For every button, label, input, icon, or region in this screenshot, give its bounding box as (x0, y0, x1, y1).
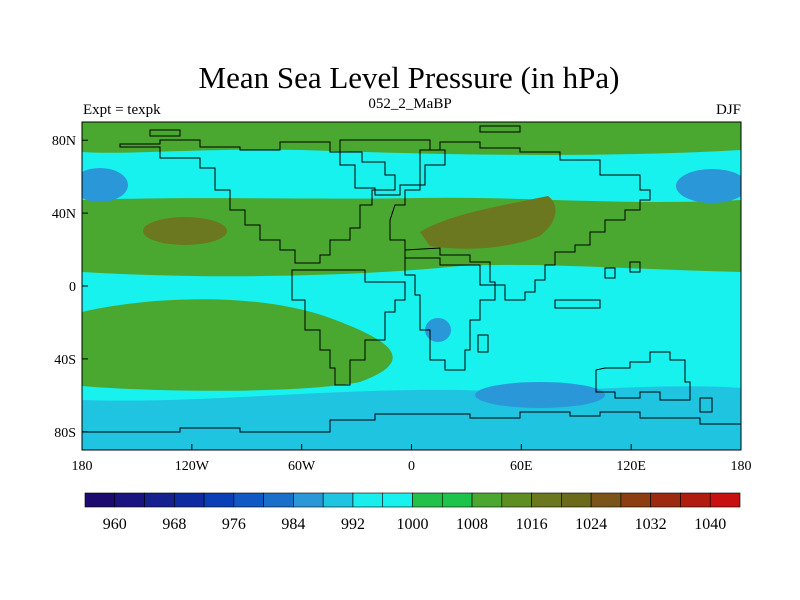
x-tick-label: 120W (175, 459, 210, 474)
colorbar-swatch (709, 492, 741, 508)
axes: 180 120W 60W 0 60E 120E 180 80N 40N 0 40S 80S (52, 134, 752, 474)
colorbar-swatch (531, 492, 562, 508)
colorbar-swatch (590, 492, 622, 508)
continent-outlines (82, 125, 741, 433)
colorbar-swatch (233, 492, 264, 508)
colorbar-tick-label: 984 (281, 516, 305, 533)
colorbar-swatch (650, 492, 681, 508)
field-region-african-low (425, 318, 451, 342)
colorbar-swatch (144, 492, 175, 508)
y-tick-label: 40N (52, 207, 76, 222)
field-region-aleutian-low-west- (82, 168, 128, 202)
field-region-north-pacific-subtropical-high (143, 217, 227, 245)
colorbar-swatch (680, 492, 711, 508)
colorbar-tick-label: 1032 (635, 516, 667, 533)
colorbar-tick-label: 1024 (575, 516, 607, 533)
field-region-asian-high (420, 196, 556, 249)
y-tick-label: 40S (54, 353, 76, 368)
colorbar-swatch (441, 492, 473, 508)
x-tick-label: 180 (72, 459, 93, 474)
field-region-south-atlantic-high (82, 299, 393, 391)
colorbar: 960 968 976 984 992 1000 1008 1016 1024 1032 1040 (84, 492, 741, 533)
field-region-northern-midlatitude-belt (82, 197, 741, 277)
colorbar-tick-label: 1000 (397, 516, 429, 533)
colorbar-swatch (114, 492, 145, 508)
colorbar-swatch (412, 492, 443, 508)
colorbar-swatch (352, 492, 384, 508)
chart-title: Mean Sea Level Pressure (in hPa) (199, 60, 620, 95)
colorbar-swatch (293, 492, 324, 508)
colorbar-swatch (203, 492, 235, 508)
field-region-arctic-high (82, 122, 741, 155)
y-tick-label: 80N (52, 134, 76, 149)
colorbar-swatch (84, 492, 116, 508)
x-tick-label: 60W (288, 459, 316, 474)
colorbar-swatch (471, 492, 503, 508)
x-tick-label: 180 (731, 459, 752, 474)
colorbar-tick-label: 1040 (694, 516, 726, 533)
colorbar-swatch (501, 492, 532, 508)
x-tick-label: 60E (510, 459, 533, 474)
colorbar-tick-label: 1008 (456, 516, 488, 533)
y-tick-label: 0 (69, 280, 76, 295)
y-tick-label: 80S (54, 426, 76, 441)
colorbar-swatch (620, 492, 651, 508)
colorbar-swatch (263, 492, 294, 508)
colorbar-swatch (322, 492, 354, 508)
x-tick-label: 120E (616, 459, 646, 474)
field-region-aleutian-low-east- (676, 169, 741, 203)
colorbar-tick-label: 960 (103, 516, 127, 533)
colorbar-tick-label: 976 (222, 516, 246, 533)
x-tick-label: 0 (408, 459, 415, 474)
colorbar-tick-label: 992 (341, 516, 365, 533)
colorbar-swatch (561, 492, 592, 508)
field-region-southern-ocean-low-core (475, 382, 605, 408)
colorbar-swatch (174, 492, 205, 508)
pressure-field (82, 122, 741, 450)
subtitle-center: 052_2_MaBP (368, 96, 451, 112)
colorbar-tick-label: 1016 (516, 516, 548, 533)
colorbar-tick-label: 968 (162, 516, 186, 533)
subtitle-left: Expt = texpk (83, 102, 161, 118)
colorbar-swatch (382, 492, 413, 508)
subtitle-right: DJF (716, 102, 741, 118)
